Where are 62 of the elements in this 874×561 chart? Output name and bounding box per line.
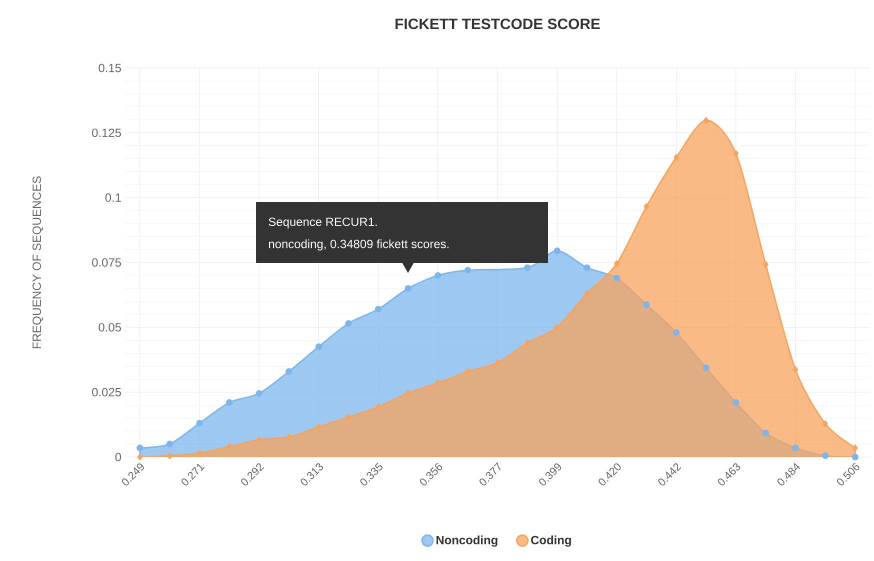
annotation: noncoding, 0.34809 fickett scores. [269,239,449,251]
y-tick-label: 0.075 [92,258,121,267]
point [822,452,829,460]
point [196,450,202,456]
point [226,399,233,406]
y-tick-label: 0.1 [105,193,121,202]
point [404,285,412,292]
point [763,261,768,268]
point [137,454,143,460]
point [256,390,262,397]
y-tick-label: 0.15 [98,64,121,72]
point [554,247,560,254]
point [376,404,381,410]
point [852,444,858,452]
point [286,434,292,440]
point [345,320,352,327]
point [733,150,739,157]
y-tick-label: 0 [115,452,122,462]
point [732,399,740,406]
point [346,414,352,420]
point [672,329,680,336]
point [614,260,620,268]
point [464,266,472,274]
point [315,343,322,350]
y-tick-label: 0.05 [98,323,121,332]
point [167,452,172,460]
y-tick-label: 0.025 [92,388,121,396]
point [584,264,590,272]
point [613,274,620,282]
point [762,430,770,436]
point [524,264,531,272]
point [674,154,680,161]
point [792,366,798,374]
point [286,368,292,375]
point [196,420,203,427]
point [852,454,858,460]
point [136,444,144,452]
point [256,436,262,444]
point [316,424,322,430]
point [434,272,442,279]
chart-title: FICKETT TESTCODE SCORE [396,18,600,30]
point [435,379,441,386]
point [792,444,799,452]
point [822,420,828,428]
point [702,364,710,372]
point [226,443,232,450]
point [166,440,174,448]
point [703,117,709,124]
annotation: Sequence RECUR1. [268,218,377,228]
point [524,340,530,346]
point [554,324,560,331]
legend-label: Noncoding [436,536,498,547]
point [643,301,650,308]
point [494,360,500,366]
y-axis-title: FREQUENCY OF SEQUENCES [32,176,44,348]
point [374,306,382,313]
legend-label: Coding [531,536,571,547]
y-tick-label: 0.125 [92,128,121,138]
point [405,390,411,396]
point [584,290,590,297]
point [644,203,650,210]
point [465,368,470,375]
